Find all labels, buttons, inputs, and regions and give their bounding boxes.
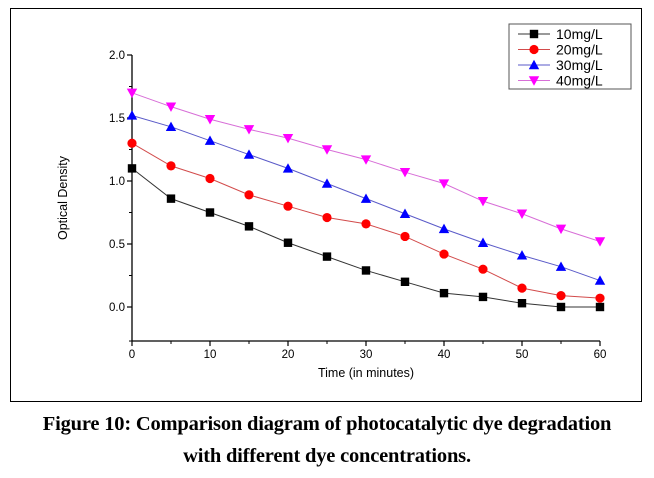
- legend-label: 10mg/L: [556, 26, 603, 42]
- data-point: [439, 288, 449, 298]
- data-point: [165, 121, 177, 132]
- data-point: [516, 209, 528, 219]
- data-point: [399, 208, 411, 218]
- data-point: [243, 149, 255, 159]
- legend-label: 20mg/L: [556, 42, 603, 58]
- line-chart: 0.0 0.5 1.0 1.5 2.0 0 10 20 30 40 50 60 10mg/L20mg/…: [56, 23, 632, 380]
- data-point: [244, 222, 254, 231]
- data-point: [399, 167, 411, 178]
- data-point: [361, 266, 371, 275]
- data-point: [516, 250, 528, 260]
- data-point: [126, 88, 138, 98]
- data-point: [360, 193, 372, 203]
- caption-line-2: with different dye concentrations.: [183, 445, 471, 467]
- series-line: [131, 92, 601, 242]
- x-tick-label: 40: [438, 349, 451, 361]
- data-point: [322, 252, 332, 261]
- legend-item: 40mg/L: [518, 73, 603, 89]
- data-point: [594, 275, 606, 285]
- data-point: [595, 302, 605, 312]
- figure-frame: [10, 8, 642, 402]
- series-40mgl: [126, 88, 606, 247]
- data-point: [556, 291, 566, 301]
- data-point: [478, 292, 488, 302]
- caption-line-1: Figure 10: Comparison diagram of photoca…: [42, 413, 612, 435]
- x-tick-label: 60: [594, 349, 607, 361]
- data-point: [555, 224, 567, 235]
- data-point: [165, 102, 177, 112]
- series-10mgl: [127, 164, 605, 312]
- data-point: [477, 237, 489, 247]
- legend-marker: [528, 76, 540, 86]
- legend-label: 40mg/L: [556, 73, 603, 89]
- legend-item: 10mg/L: [518, 26, 603, 42]
- y-tick-label: 1.5: [109, 113, 125, 125]
- data-point: [517, 299, 527, 308]
- data-point: [400, 277, 410, 286]
- data-point: [126, 110, 138, 120]
- data-point: [205, 208, 215, 217]
- data-point: [282, 133, 294, 144]
- figure-caption: Figure 10: Comparison diagram of photoca…: [0, 408, 654, 472]
- data-point: [517, 283, 527, 293]
- data-point: [244, 190, 254, 200]
- legend-marker: [529, 44, 539, 55]
- y-tick-label: 2.0: [109, 50, 125, 62]
- data-point: [595, 293, 605, 303]
- x-tick-label: 10: [204, 349, 217, 361]
- data-point: [166, 194, 176, 203]
- data-point: [283, 201, 293, 211]
- legend-box: [508, 23, 632, 90]
- data-point: [205, 173, 215, 184]
- series-layer: [126, 88, 606, 312]
- series-20mgl: [127, 138, 605, 303]
- data-point: [439, 249, 449, 259]
- data-point: [555, 261, 567, 271]
- y-tick-label: 0.0: [109, 302, 125, 314]
- series-line: [131, 168, 600, 308]
- x-tick-label: 50: [516, 349, 529, 361]
- data-point: [478, 264, 488, 274]
- data-point: [282, 163, 294, 173]
- legend-label: 30mg/L: [556, 57, 603, 73]
- data-point: [594, 237, 606, 247]
- data-point: [438, 223, 450, 234]
- data-point: [400, 231, 410, 242]
- axes: 0.0 0.5 1.0 1.5 2.0 0 10 20 30 40 50 60: [109, 50, 606, 361]
- data-point: [477, 196, 489, 207]
- data-point: [321, 178, 333, 188]
- data-point: [360, 155, 372, 165]
- y-tick-label: 0.5: [109, 239, 125, 251]
- x-tick-label: 20: [282, 349, 295, 361]
- data-point: [322, 212, 332, 223]
- data-point: [243, 125, 255, 135]
- y-tick-label: 1.0: [109, 176, 125, 188]
- data-point: [204, 135, 216, 145]
- data-point: [556, 302, 566, 312]
- data-point: [361, 219, 371, 229]
- x-axis-title: Time (in minutes): [318, 366, 414, 380]
- data-point: [166, 161, 176, 171]
- y-axis-title: Optical Density: [56, 155, 70, 240]
- data-point: [438, 179, 450, 189]
- data-point: [204, 115, 216, 125]
- legend-marker: [529, 29, 539, 39]
- data-point: [127, 164, 137, 173]
- data-point: [283, 238, 293, 247]
- series-30mgl: [126, 110, 606, 285]
- x-tick-label: 0: [129, 349, 135, 361]
- data-point: [127, 138, 137, 148]
- legend-item: 20mg/L: [518, 42, 603, 58]
- data-point: [321, 145, 333, 155]
- x-tick-label: 30: [360, 349, 373, 361]
- legend-item: 30mg/L: [518, 57, 603, 73]
- legend-marker: [528, 59, 540, 70]
